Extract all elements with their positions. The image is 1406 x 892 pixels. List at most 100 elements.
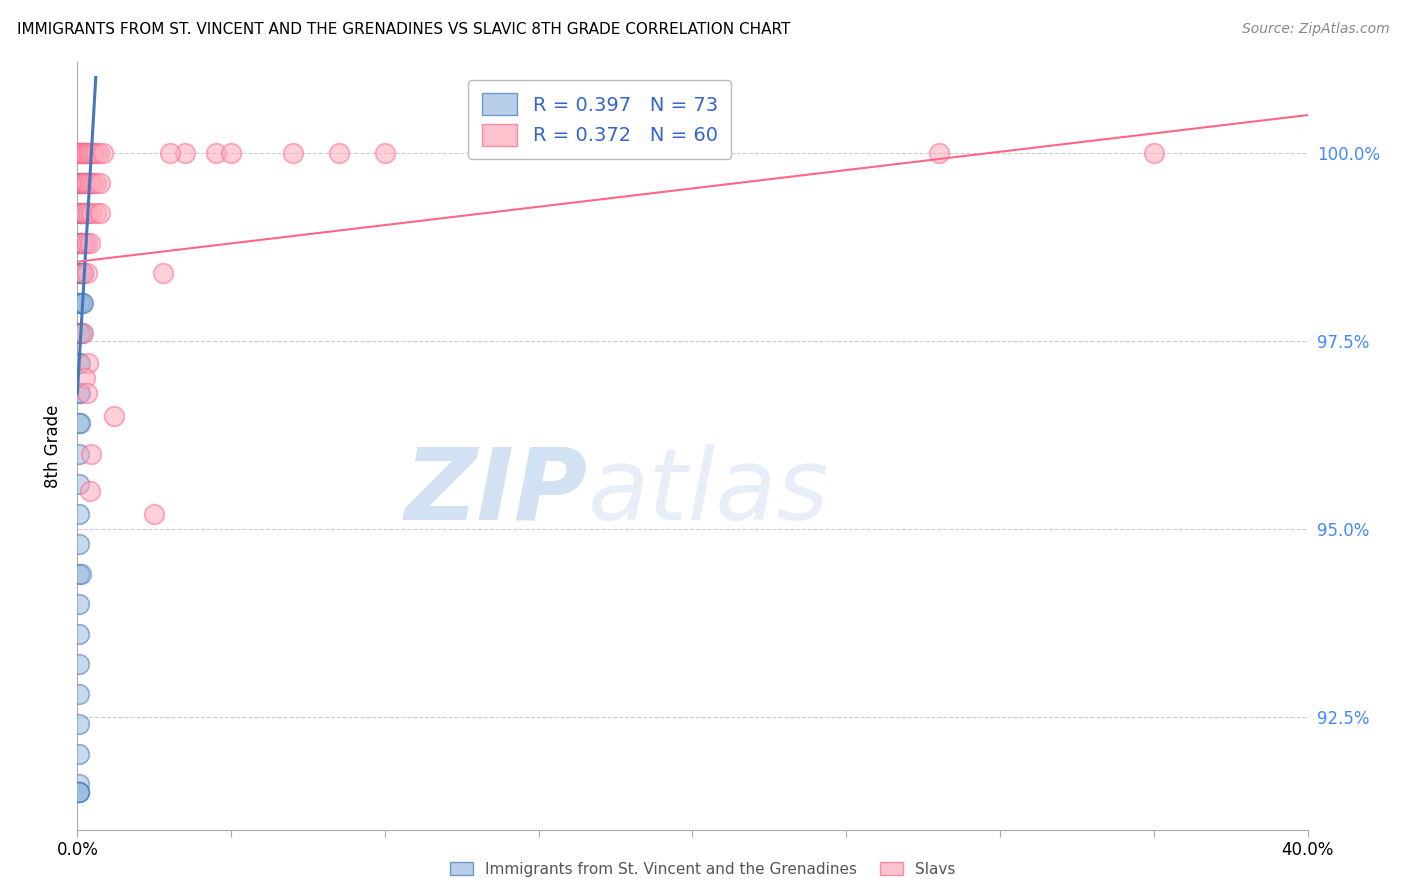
Point [75,206,97,220]
Point [82,145,104,160]
Point [219,145,242,160]
Point [67,356,90,370]
Point [73,176,96,190]
Point [77,145,100,160]
Point [73,145,96,160]
Legend: Immigrants from St. Vincent and the Grenadines, Slavs: Immigrants from St. Vincent and the Gren… [443,854,963,884]
Point [70,266,93,280]
Point [69,266,91,280]
Point [82,145,104,160]
Point [72,235,94,250]
Text: 8th Grade: 8th Grade [45,404,62,488]
Point [79,176,101,190]
Point [93,145,115,160]
Point [67,296,90,310]
Point [73,235,96,250]
Point [204,145,226,160]
Point [73,206,96,220]
Point [67,176,90,190]
Point [72,145,94,160]
Point [69,386,91,401]
Point [67,785,90,799]
Point [67,386,90,401]
Point [80,176,103,190]
Point [84,145,107,160]
Point [928,145,950,160]
Point [73,206,96,220]
Point [79,145,101,160]
Point [69,176,91,190]
Point [86,176,108,190]
Point [72,176,94,190]
Point [67,627,90,641]
Point [76,386,98,401]
Point [69,417,91,431]
Point [75,145,97,160]
Point [67,657,90,672]
Point [72,206,94,220]
Point [67,235,90,250]
Point [67,446,90,460]
Point [69,326,91,341]
Point [159,145,181,160]
Point [77,206,100,220]
Point [70,266,93,280]
Point [69,206,91,220]
Point [67,717,90,731]
Point [72,176,94,190]
Point [67,566,90,581]
Point [67,785,90,799]
Point [73,371,96,385]
Point [70,326,93,341]
Point [82,176,104,190]
Point [70,145,93,160]
Point [77,176,100,190]
Point [70,206,93,220]
Point [69,566,91,581]
Point [70,176,93,190]
Point [73,176,96,190]
Point [77,145,100,160]
Point [67,687,90,701]
Point [174,145,197,160]
Point [67,145,90,160]
Point [67,507,90,521]
Point [67,747,90,762]
Point [72,266,94,280]
Text: Source: ZipAtlas.com: Source: ZipAtlas.com [1241,22,1389,37]
Point [84,206,107,220]
Point [70,176,93,190]
Point [69,296,91,310]
Point [73,145,96,160]
Point [70,235,93,250]
Point [328,145,350,160]
Point [89,145,111,160]
Point [67,326,90,341]
Point [89,176,111,190]
Point [67,777,90,791]
Point [67,206,90,220]
Legend: R = 0.397   N = 73, R = 0.372   N = 60: R = 0.397 N = 73, R = 0.372 N = 60 [468,79,731,159]
Point [77,356,100,370]
Point [70,296,93,310]
Point [70,235,93,250]
Point [67,537,90,551]
Point [72,235,94,250]
Point [70,145,93,160]
Point [281,145,304,160]
Point [79,484,101,499]
Point [152,266,174,280]
Point [69,235,91,250]
Point [75,145,97,160]
Point [76,206,98,220]
Point [89,206,111,220]
Text: IMMIGRANTS FROM ST. VINCENT AND THE GRENADINES VS SLAVIC 8TH GRADE CORRELATION C: IMMIGRANTS FROM ST. VINCENT AND THE GREN… [17,22,790,37]
Point [76,266,98,280]
Point [69,356,91,370]
Point [72,296,94,310]
Text: atlas: atlas [588,443,830,541]
Point [67,597,90,611]
Point [72,266,94,280]
Point [69,145,91,160]
Point [67,785,90,799]
